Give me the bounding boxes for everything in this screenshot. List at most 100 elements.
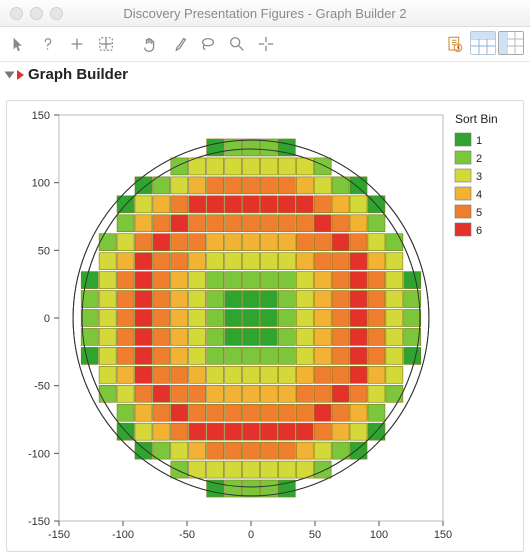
heatmap-cell: [350, 291, 367, 308]
heatmap-cell: [153, 215, 170, 232]
heatmap-cell: [135, 196, 152, 213]
heatmap-cell: [99, 272, 116, 289]
heatmap-cell: [225, 177, 242, 194]
heatmap-cell: [207, 461, 224, 478]
heatmap-cell: [225, 328, 242, 345]
heatmap-cell: [296, 196, 313, 213]
legend-swatch[interactable]: [455, 205, 471, 218]
heatmap-cell: [225, 366, 242, 383]
heatmap-cell: [278, 404, 295, 421]
svg-text:-100: -100: [112, 529, 134, 541]
heatmap-cell: [350, 177, 367, 194]
heatmap-cell: [135, 404, 152, 421]
close-icon[interactable]: [10, 7, 23, 20]
heatmap-cell: [278, 480, 295, 497]
heatmap-cell: [171, 461, 188, 478]
heatmap-cell: [278, 347, 295, 364]
heatmap-cell: [207, 385, 224, 402]
heatmap-cell: [350, 309, 367, 326]
heatmap-cell: [368, 272, 385, 289]
heatmap-cell: [314, 309, 331, 326]
heatmap-cell: [404, 347, 421, 364]
heatmap-cell: [350, 442, 367, 459]
svg-text:-150: -150: [28, 516, 50, 528]
heatmap-cell: [135, 272, 152, 289]
recall-script-icon[interactable]: [442, 31, 468, 57]
disclosure-icon[interactable]: [5, 71, 15, 78]
svg-text:150: 150: [32, 110, 50, 122]
hotspot-icon[interactable]: [17, 70, 24, 80]
heatmap-cell: [296, 272, 313, 289]
heatmap-cell: [171, 366, 188, 383]
legend-swatch[interactable]: [455, 169, 471, 182]
heatmap-cell: [242, 234, 259, 251]
legend-label: 3: [476, 171, 482, 183]
report-header: Graph Builder: [0, 62, 530, 87]
heatmap-cell: [189, 234, 206, 251]
plus-move-icon[interactable]: [64, 31, 90, 57]
brush-icon[interactable]: [166, 31, 192, 57]
heatmap-cell: [81, 272, 98, 289]
pointer-icon[interactable]: [6, 31, 32, 57]
heatmap-cell: [117, 253, 134, 270]
heatmap-cell: [99, 291, 116, 308]
heatmap-cell: [207, 309, 224, 326]
legend-swatch[interactable]: [455, 187, 471, 200]
heatmap-cell: [332, 253, 349, 270]
magnifier-icon[interactable]: [224, 31, 250, 57]
heatmap-cell: [386, 272, 403, 289]
heatmap-cell: [117, 328, 134, 345]
heatmap-cell: [207, 423, 224, 440]
maximize-icon[interactable]: [50, 7, 63, 20]
minimize-icon[interactable]: [30, 7, 43, 20]
heatmap-cell: [260, 177, 277, 194]
zoom-region-icon[interactable]: [93, 31, 119, 57]
legend-swatch[interactable]: [455, 223, 471, 236]
legend-swatch[interactable]: [455, 133, 471, 146]
heatmap-cell: [189, 291, 206, 308]
lasso-icon[interactable]: [195, 31, 221, 57]
heatmap-cell: [171, 347, 188, 364]
heatmap-cell: [117, 234, 134, 251]
heatmap-cell: [207, 272, 224, 289]
crosshair-icon[interactable]: [253, 31, 279, 57]
data-table-blue-icon[interactable]: [470, 31, 496, 55]
heatmap-cell: [332, 347, 349, 364]
heatmap-cell: [225, 158, 242, 175]
heatmap-cell: [260, 366, 277, 383]
heatmap-cell: [171, 404, 188, 421]
heatmap-cell: [278, 139, 295, 156]
data-table-grey-icon[interactable]: [498, 31, 524, 55]
heatmap-cell: [207, 480, 224, 497]
heatmap-cell: [278, 253, 295, 270]
heatmap-cell: [207, 442, 224, 459]
heatmap-cell: [99, 328, 116, 345]
heatmap-cell: [296, 177, 313, 194]
legend-swatch[interactable]: [455, 151, 471, 164]
heatmap-cell: [260, 253, 277, 270]
heatmap-cell: [314, 215, 331, 232]
heatmap-cell: [135, 328, 152, 345]
heatmap-chart: -150-100-50050100150-150-100-50050100150…: [7, 101, 523, 551]
heatmap-cell: [171, 177, 188, 194]
help-icon[interactable]: [35, 31, 61, 57]
heatmap-cell: [153, 366, 170, 383]
heatmap-cell: [225, 215, 242, 232]
heatmap-cell: [135, 291, 152, 308]
heatmap-cell: [296, 404, 313, 421]
chart-panel: -150-100-50050100150-150-100-50050100150…: [6, 100, 524, 552]
heatmap-cell: [386, 291, 403, 308]
heatmap-cell: [171, 272, 188, 289]
heatmap-cell: [314, 328, 331, 345]
heatmap-cell: [207, 253, 224, 270]
heatmap-cell: [350, 366, 367, 383]
heatmap-cell: [296, 328, 313, 345]
heatmap-cell: [135, 234, 152, 251]
heatmap-cell: [278, 328, 295, 345]
heatmap-cell: [189, 253, 206, 270]
heatmap-cell: [386, 309, 403, 326]
pan-hand-icon[interactable]: [137, 31, 163, 57]
heatmap-cell: [242, 442, 259, 459]
legend-label: 6: [476, 225, 482, 237]
heatmap-cell: [350, 272, 367, 289]
